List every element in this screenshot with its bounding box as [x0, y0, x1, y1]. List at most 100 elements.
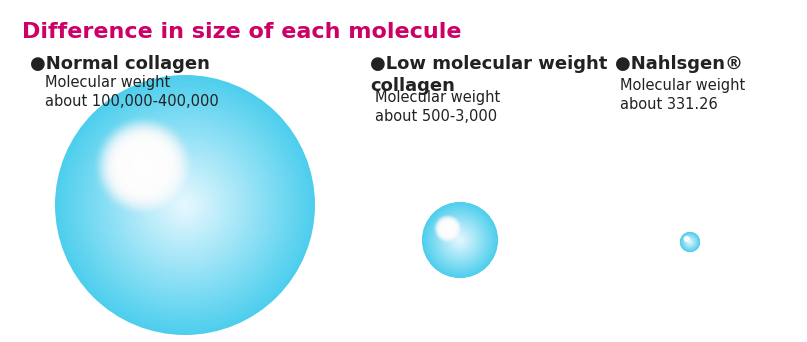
- Circle shape: [686, 238, 688, 239]
- Circle shape: [440, 220, 480, 261]
- Circle shape: [69, 89, 301, 321]
- Circle shape: [167, 187, 203, 223]
- Circle shape: [138, 161, 148, 171]
- Circle shape: [444, 225, 452, 233]
- Circle shape: [681, 233, 699, 251]
- Circle shape: [161, 182, 208, 228]
- Circle shape: [422, 202, 498, 278]
- Circle shape: [178, 197, 193, 213]
- Circle shape: [685, 238, 688, 240]
- Circle shape: [445, 226, 450, 231]
- Circle shape: [454, 234, 466, 246]
- Circle shape: [107, 127, 263, 283]
- Text: Molecular weight
about 500-3,000: Molecular weight about 500-3,000: [375, 90, 500, 124]
- Circle shape: [435, 216, 460, 241]
- Circle shape: [681, 233, 699, 251]
- Circle shape: [437, 218, 483, 262]
- Circle shape: [445, 226, 475, 254]
- Circle shape: [445, 225, 475, 255]
- Circle shape: [126, 148, 161, 184]
- Circle shape: [130, 153, 157, 180]
- Circle shape: [680, 232, 700, 252]
- Text: ●Nahlsgen®: ●Nahlsgen®: [615, 55, 743, 73]
- Circle shape: [67, 87, 303, 323]
- Circle shape: [441, 222, 455, 236]
- Circle shape: [171, 191, 199, 219]
- Circle shape: [450, 230, 470, 250]
- Circle shape: [445, 225, 451, 232]
- Circle shape: [423, 203, 497, 277]
- Circle shape: [688, 240, 692, 244]
- Circle shape: [688, 240, 692, 244]
- Circle shape: [434, 214, 487, 266]
- Circle shape: [680, 232, 700, 252]
- Circle shape: [436, 216, 484, 264]
- Circle shape: [102, 122, 268, 288]
- Circle shape: [688, 240, 692, 244]
- Circle shape: [113, 136, 174, 196]
- Circle shape: [434, 214, 486, 265]
- Circle shape: [94, 114, 276, 296]
- Circle shape: [155, 175, 215, 235]
- Circle shape: [458, 237, 462, 243]
- Circle shape: [437, 218, 458, 239]
- Circle shape: [95, 118, 191, 214]
- Circle shape: [447, 227, 473, 252]
- Circle shape: [685, 237, 695, 247]
- Circle shape: [432, 211, 488, 268]
- Circle shape: [441, 220, 479, 260]
- Circle shape: [687, 238, 693, 246]
- Circle shape: [450, 231, 470, 250]
- Circle shape: [457, 237, 463, 244]
- Circle shape: [684, 236, 690, 242]
- Circle shape: [74, 94, 295, 316]
- Circle shape: [681, 233, 699, 251]
- Circle shape: [426, 206, 494, 274]
- Circle shape: [429, 209, 491, 271]
- Circle shape: [425, 205, 495, 275]
- Circle shape: [688, 241, 692, 244]
- Circle shape: [682, 234, 698, 250]
- Circle shape: [63, 83, 307, 327]
- Circle shape: [131, 154, 156, 179]
- Circle shape: [687, 239, 693, 245]
- Circle shape: [688, 239, 692, 245]
- Circle shape: [119, 141, 169, 191]
- Circle shape: [433, 213, 487, 267]
- Circle shape: [686, 238, 694, 246]
- Circle shape: [683, 234, 697, 250]
- Circle shape: [684, 237, 689, 241]
- Circle shape: [438, 219, 458, 239]
- Circle shape: [684, 236, 689, 242]
- Circle shape: [98, 118, 272, 292]
- Circle shape: [686, 238, 688, 239]
- Circle shape: [441, 222, 479, 258]
- Circle shape: [435, 215, 461, 242]
- Circle shape: [144, 165, 225, 245]
- Circle shape: [684, 237, 689, 241]
- Circle shape: [435, 215, 485, 265]
- Circle shape: [102, 124, 185, 208]
- Circle shape: [120, 140, 250, 270]
- Circle shape: [684, 236, 690, 242]
- Circle shape: [454, 234, 466, 247]
- Circle shape: [683, 235, 697, 250]
- Circle shape: [70, 91, 299, 319]
- Circle shape: [129, 152, 158, 181]
- Circle shape: [446, 227, 449, 230]
- Circle shape: [685, 237, 688, 241]
- Circle shape: [436, 216, 484, 264]
- Circle shape: [437, 218, 459, 239]
- Circle shape: [451, 231, 469, 249]
- Circle shape: [441, 221, 479, 259]
- Circle shape: [687, 239, 693, 245]
- Circle shape: [684, 236, 696, 248]
- Circle shape: [91, 111, 278, 299]
- Circle shape: [685, 237, 688, 241]
- Circle shape: [107, 130, 180, 202]
- Circle shape: [128, 148, 242, 262]
- Circle shape: [685, 238, 688, 240]
- Circle shape: [169, 189, 201, 221]
- Circle shape: [688, 240, 692, 244]
- Circle shape: [441, 221, 455, 236]
